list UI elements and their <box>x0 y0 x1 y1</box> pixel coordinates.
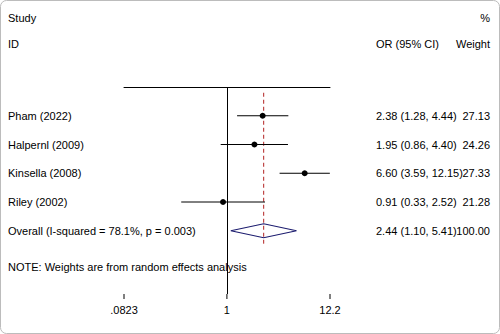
svg-text:Halpernl (2009): Halpernl (2009) <box>8 139 84 151</box>
svg-text:24.26: 24.26 <box>462 139 490 151</box>
svg-text:1.95 (0.86, 4.40): 1.95 (0.86, 4.40) <box>376 139 457 151</box>
svg-text:2.38 (1.28, 4.44): 2.38 (1.28, 4.44) <box>376 110 457 122</box>
svg-text:12.2: 12.2 <box>319 304 340 316</box>
svg-text:27.33: 27.33 <box>462 167 490 179</box>
svg-text:OR (95% CI): OR (95% CI) <box>376 38 439 50</box>
svg-text:.0823: .0823 <box>110 304 138 316</box>
svg-text:27.13: 27.13 <box>462 110 490 122</box>
svg-text:2.44 (1.10, 5.41): 2.44 (1.10, 5.41) <box>376 225 457 237</box>
svg-text:ID: ID <box>8 38 19 50</box>
svg-text:1: 1 <box>224 304 230 316</box>
svg-text:%: % <box>480 12 490 24</box>
svg-text:Overall (I-squared = 78.1%, p: Overall (I-squared = 78.1%, p = 0.003) <box>8 225 196 237</box>
svg-text:Kinsella (2008): Kinsella (2008) <box>8 167 81 179</box>
svg-text:NOTE: Weights are from random: NOTE: Weights are from random effects an… <box>8 261 247 273</box>
svg-text:6.60 (3.59, 12.15): 6.60 (3.59, 12.15) <box>376 167 463 179</box>
svg-text:Weight: Weight <box>456 38 490 50</box>
svg-text:21.28: 21.28 <box>462 196 490 208</box>
svg-text:Pham (2022): Pham (2022) <box>8 110 72 122</box>
svg-text:Riley (2002): Riley (2002) <box>8 196 67 208</box>
svg-text:Study: Study <box>8 12 37 24</box>
svg-text:0.91 (0.33, 2.52): 0.91 (0.33, 2.52) <box>376 196 457 208</box>
svg-text:100.00: 100.00 <box>456 225 490 237</box>
